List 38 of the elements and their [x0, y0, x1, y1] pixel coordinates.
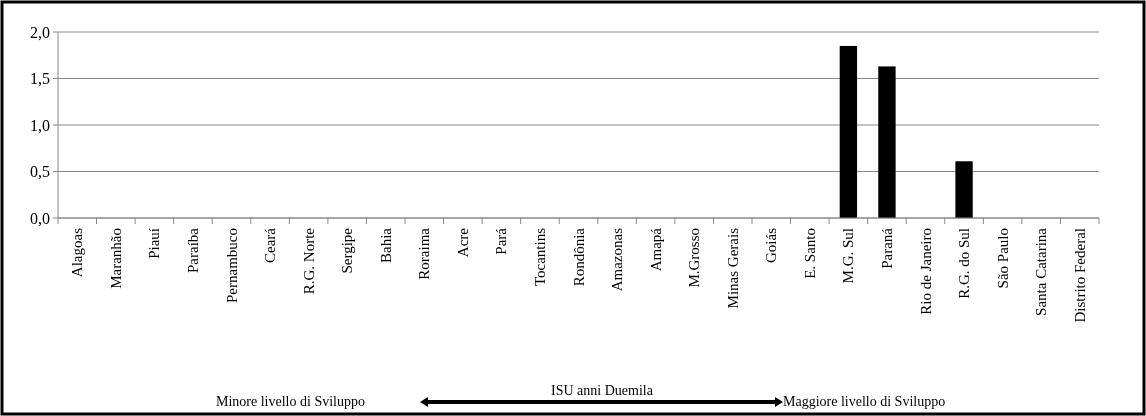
- x-tick-label: Ceará: [262, 227, 279, 263]
- y-tick-label: 0,0: [30, 209, 50, 227]
- text: Maggiore livello di Sviluppo: [783, 394, 946, 409]
- x-tick-label: Alagoas: [69, 227, 86, 278]
- x-tick-label: Roraima: [416, 227, 433, 280]
- bar: [878, 66, 896, 218]
- x-tick-label: Acre: [454, 227, 471, 258]
- text: ISU anni Duemila: [551, 383, 654, 398]
- x-tick-label: Sergipe: [339, 227, 356, 274]
- x-tick-label: Paraná: [878, 227, 895, 269]
- x-tick-label: Rondônia: [570, 227, 587, 287]
- x-tick-label: Paraíba: [184, 227, 201, 273]
- x-tick-label: Tocantins: [531, 227, 548, 287]
- x-tick-label: M.G. Sul: [840, 228, 857, 284]
- bar: [955, 161, 973, 218]
- x-tick-label: Santa Catarina: [1033, 227, 1050, 316]
- y-tick-label: 0,5: [30, 163, 50, 181]
- text: Minore livello di Sviluppo: [216, 394, 365, 409]
- x-tick-label: Amapá: [647, 227, 664, 272]
- x-tick-label: M.Grosso: [686, 228, 703, 288]
- x-tick-label: E. Santo: [801, 228, 818, 279]
- y-tick-label: 2,0: [30, 23, 50, 41]
- x-tick-label: R.G. Norte: [300, 227, 317, 295]
- y-tick-label: 1,5: [30, 70, 50, 88]
- bar: [839, 45, 858, 218]
- x-tick-label: Maranhão: [107, 228, 124, 289]
- y-tick-label: 1,0: [30, 116, 50, 134]
- x-tick-label: Goiás: [763, 227, 780, 263]
- x-tick-label: R.G. do Sul: [956, 228, 973, 299]
- x-tick-label: Bahia: [377, 227, 394, 263]
- x-tick-label: Pará: [493, 227, 510, 255]
- x-tick-label: Rio de Janeiro: [917, 228, 934, 315]
- x-tick-label: Pernambuco: [223, 228, 240, 303]
- x-tick-label: Distrito Federal: [1071, 228, 1088, 323]
- x-tick-label: Amazonas: [609, 227, 626, 292]
- x-tick-label: Piauí: [146, 228, 163, 259]
- x-tick-label: Minas Gerais: [724, 227, 741, 309]
- x-tick-label: São Paulo: [994, 228, 1011, 289]
